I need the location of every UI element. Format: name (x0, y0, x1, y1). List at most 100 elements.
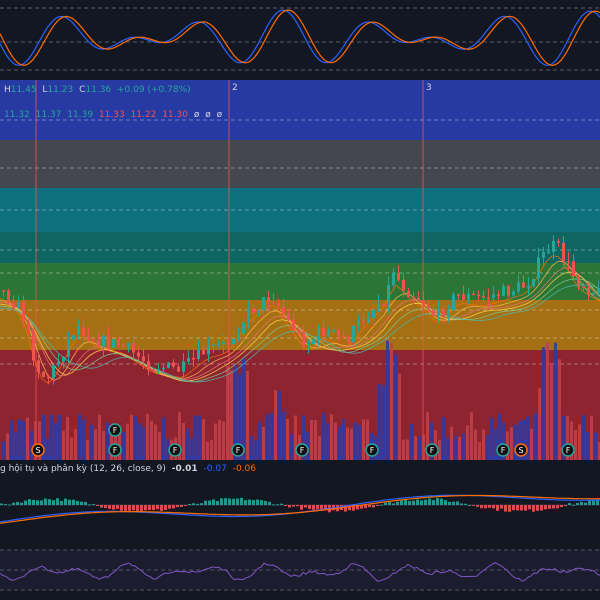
volume-bar (478, 441, 481, 460)
macd-histogram-bar (540, 505, 543, 511)
macd-histogram-bar (76, 501, 79, 505)
macd-histogram-bar (416, 499, 419, 505)
candle-body (342, 335, 345, 338)
volume-bar (138, 422, 141, 460)
candle-body (587, 287, 590, 295)
macd-histogram-bar (444, 500, 447, 505)
macd-histogram-bar (412, 500, 415, 505)
macd-histogram-bar (272, 504, 275, 506)
candle-body (252, 308, 255, 314)
macd-histogram-bar (172, 505, 175, 509)
event-marker-label: F (113, 426, 118, 435)
macd-histogram-bar (292, 505, 295, 507)
moving-average-line (0, 255, 600, 384)
macd-histogram-bar (180, 505, 183, 507)
volume-bar (522, 420, 525, 460)
macd-histogram-bar (344, 505, 347, 512)
candle-body (97, 340, 100, 347)
candle-body (487, 297, 490, 300)
volume-bar (366, 419, 369, 460)
macd-histogram-bar (448, 501, 451, 505)
macd-histogram-bar (32, 499, 35, 505)
macd-histogram-bar (556, 505, 559, 509)
candle-body (527, 286, 530, 288)
macd-histogram-bar (320, 505, 323, 510)
volume-bar (362, 419, 365, 460)
macd-histogram-bar (80, 501, 83, 505)
candle-body (67, 339, 70, 357)
candle-body (172, 362, 175, 367)
candle-body (197, 349, 200, 360)
candle-body (272, 301, 275, 304)
event-marker (231, 443, 245, 457)
event-marker-label: F (566, 446, 571, 455)
low-label: L (42, 85, 48, 95)
period-marker: 3 (426, 83, 432, 93)
volume-bar (458, 436, 461, 460)
macd-histogram-bar (592, 499, 595, 505)
macd-histogram-bar (420, 500, 423, 505)
volume-bar (186, 428, 189, 460)
macd-histogram-bar (208, 500, 211, 505)
macd-histogram-bar (356, 505, 359, 510)
macd-histogram-bar (288, 505, 291, 508)
candle-body (537, 257, 540, 280)
macd-histogram-bar (304, 505, 307, 508)
candle-body (302, 330, 305, 348)
event-marker-label: F (370, 446, 375, 455)
volume-bar (262, 427, 265, 460)
candle-body (557, 241, 560, 243)
candle-body (457, 294, 460, 296)
volume-bar (470, 412, 473, 460)
volume-bar (446, 437, 449, 460)
macd-histogram-bar (396, 501, 399, 505)
macd-histogram-bar (256, 499, 259, 505)
ma-empty-value: ø (216, 110, 223, 120)
volume-bar (510, 427, 513, 460)
candle-body (427, 305, 430, 311)
volume-bar (486, 434, 489, 460)
price-chart[interactable]: S F F F F F F F F S F (0, 80, 600, 460)
volume-bar (194, 415, 197, 460)
volume-bar (14, 432, 17, 460)
candle-body (582, 286, 585, 289)
volume-bar (78, 413, 81, 460)
macd-histogram-bar (204, 500, 207, 505)
volume-bar (314, 420, 317, 460)
volume-bar (278, 390, 281, 460)
volume-bar (482, 429, 485, 460)
candle-body (217, 344, 220, 346)
volume-bar (358, 425, 361, 460)
candle-body (292, 318, 295, 331)
volume-bar (38, 421, 41, 460)
volume-bar (26, 417, 29, 460)
macd-histogram-bar (0, 503, 3, 505)
close-value: 11.36 (85, 85, 112, 95)
volume-bar (58, 414, 61, 460)
event-marker (496, 443, 510, 457)
volume-bar (294, 415, 297, 460)
macd-histogram-bar (400, 500, 403, 505)
macd-histogram-bar (248, 499, 251, 505)
macd-histogram-bar (296, 505, 299, 507)
macd-histogram-bar (136, 505, 139, 512)
volume-bar (258, 420, 261, 460)
candle-body (132, 343, 135, 353)
macd-histogram-bar (492, 505, 495, 509)
volume-bar (74, 429, 77, 460)
volume-bar (346, 427, 349, 460)
ma-value: 11.39 (67, 110, 94, 120)
ma-value: 11.32 (4, 110, 30, 120)
macd-histogram-bar (8, 504, 11, 506)
macd-histogram-bar (92, 504, 95, 506)
high-value: 11.45 (10, 85, 37, 95)
macd-histogram-bar (200, 503, 203, 505)
event-marker (168, 443, 182, 457)
macd-histogram-bar (240, 497, 243, 505)
event-marker (108, 423, 122, 437)
macd-histogram-bar (464, 503, 467, 505)
volume-bar (386, 340, 389, 460)
price-pane[interactable]: S F F F F F F F F S F H11.45 L11.23 C11.36 +0.09 (… (0, 80, 600, 460)
macd-histogram-bar (528, 505, 531, 510)
rsi-line (0, 562, 600, 582)
